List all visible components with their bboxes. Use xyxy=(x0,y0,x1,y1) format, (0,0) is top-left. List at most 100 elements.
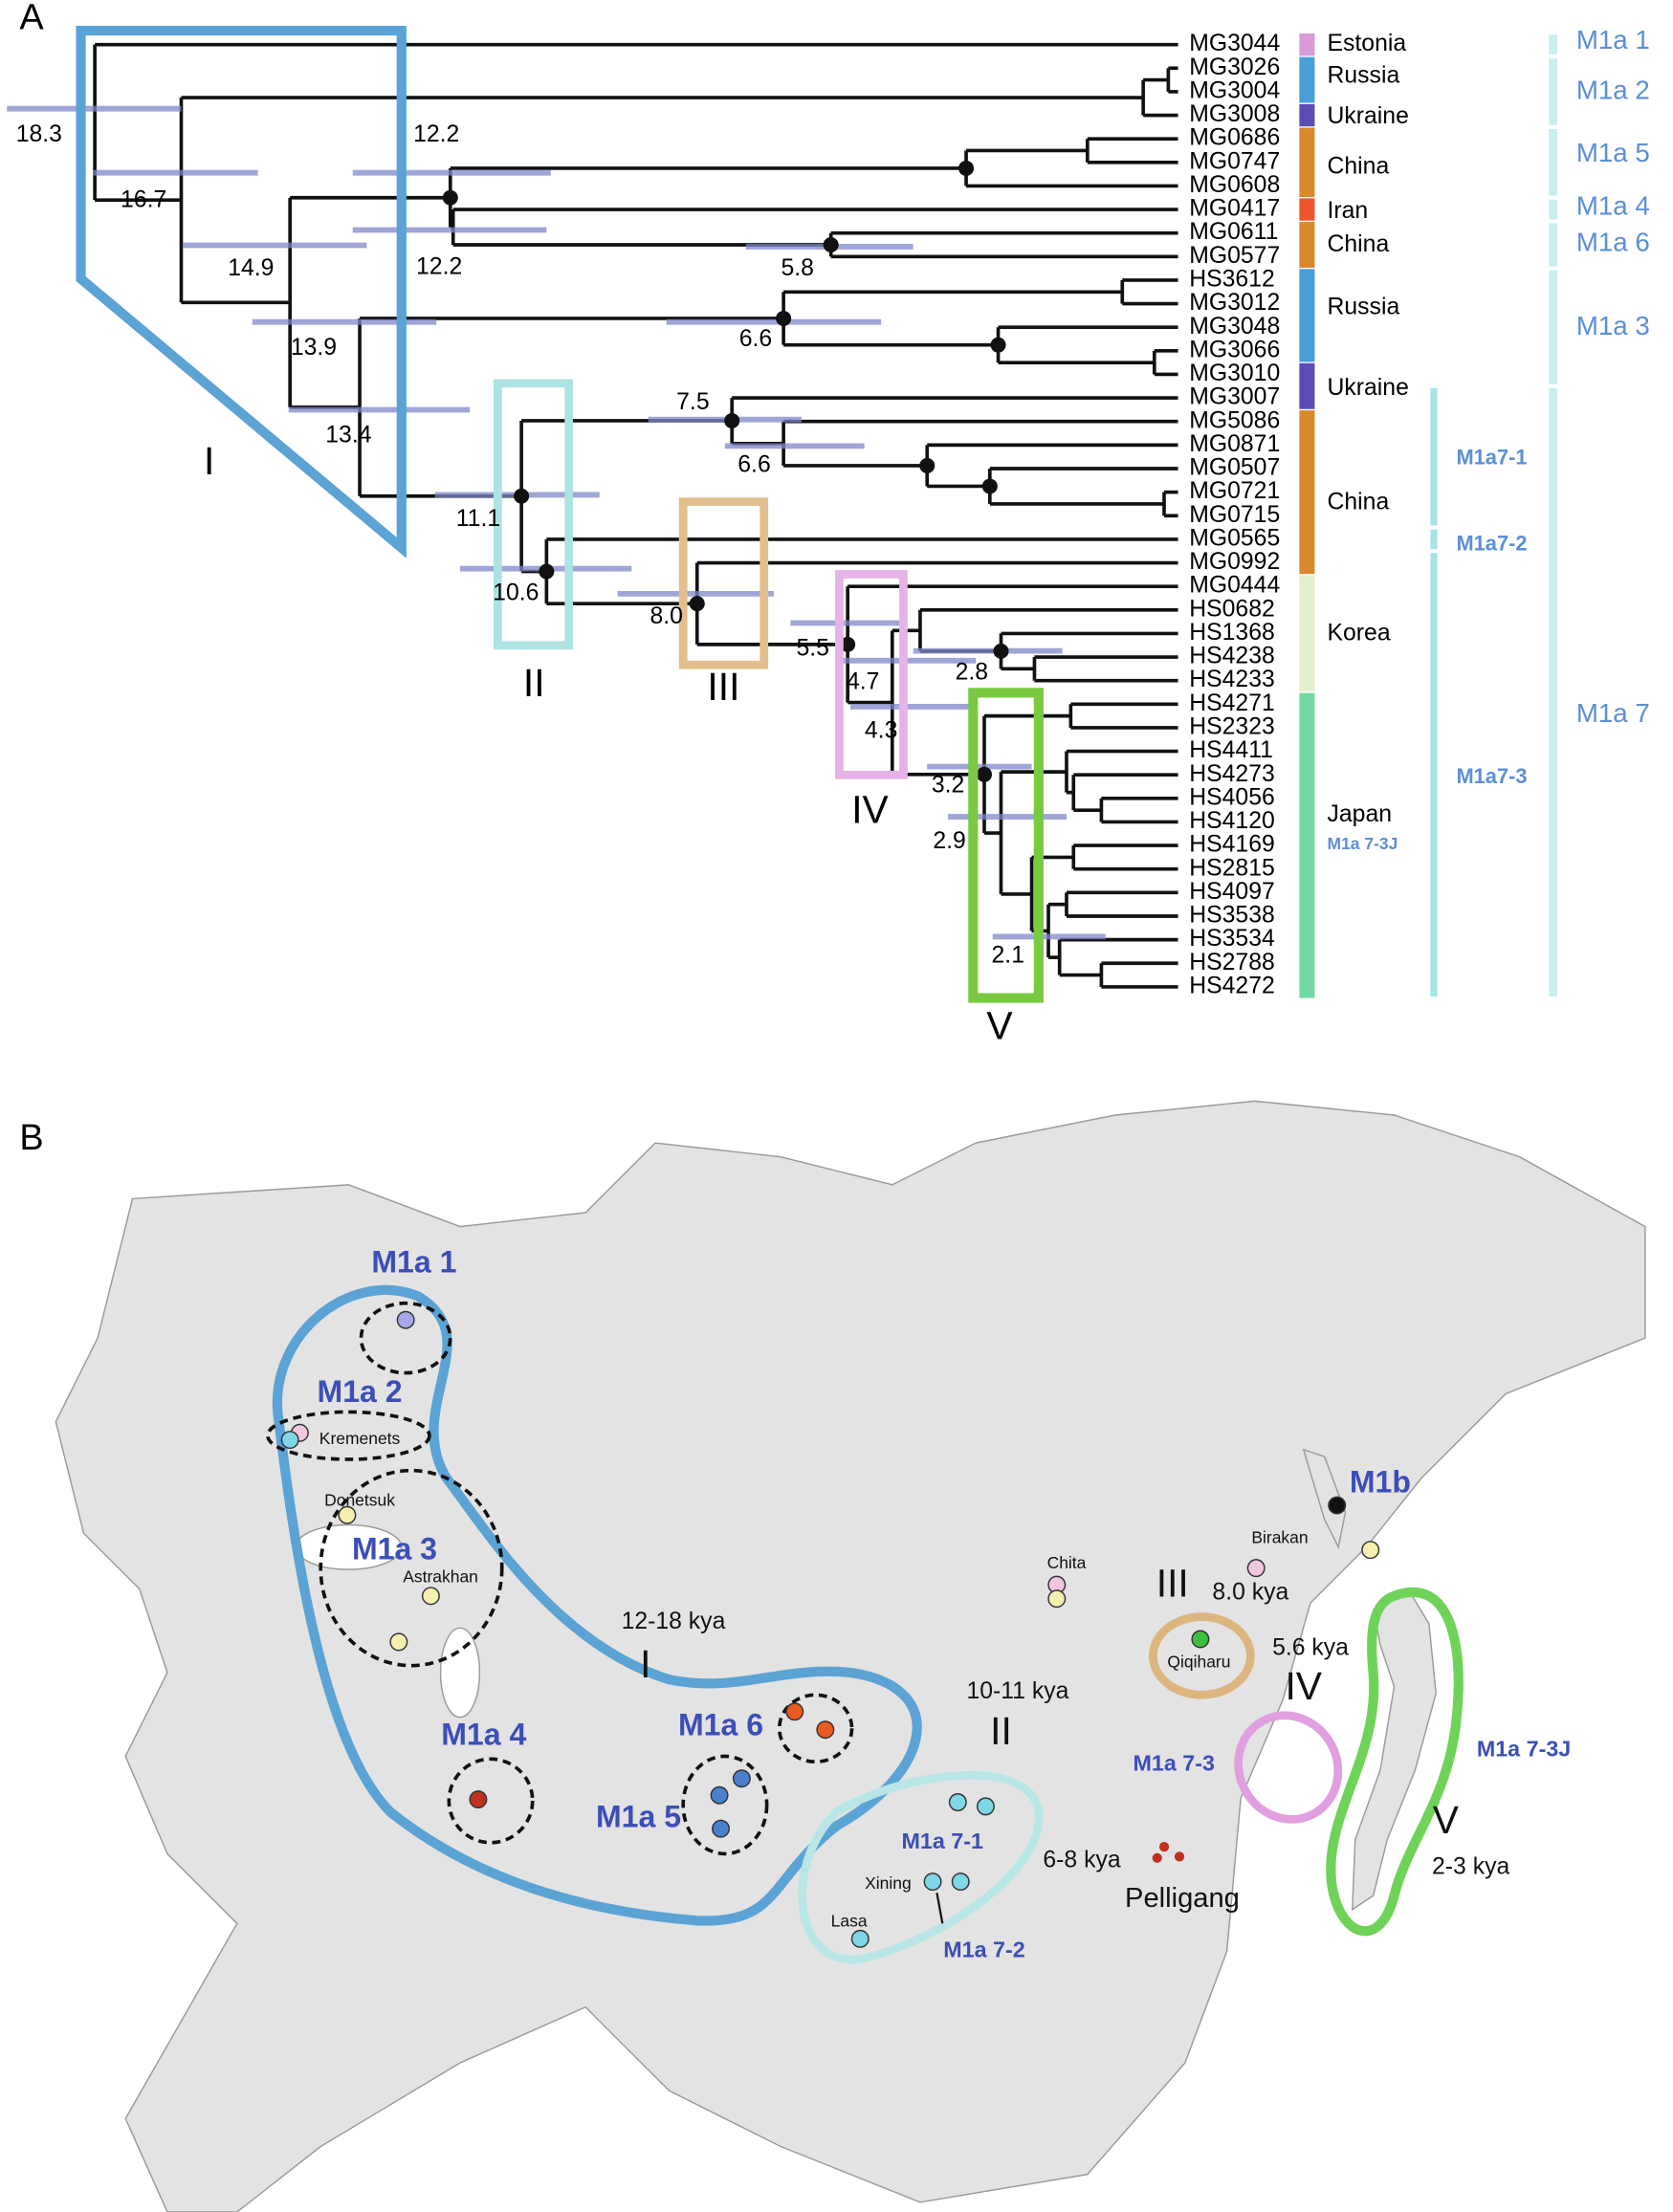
leaf-label: HS4271 xyxy=(1189,690,1275,716)
clade-bracket xyxy=(1549,223,1558,267)
leaf-label: MG0417 xyxy=(1189,196,1280,222)
node-age: 3.2 xyxy=(932,773,964,799)
leaf-label: MG0992 xyxy=(1189,549,1280,575)
map-label: M1a 4 xyxy=(441,1717,526,1751)
node-dot xyxy=(539,563,555,580)
region-outline-ii xyxy=(798,1770,1044,1964)
leaf-label: HS4056 xyxy=(1189,784,1275,810)
node-age: 6.6 xyxy=(739,326,772,352)
leaf-label: MG3012 xyxy=(1189,290,1280,316)
leaf-label: HS0682 xyxy=(1189,596,1275,622)
site-dot xyxy=(1328,1496,1347,1515)
panel-label: A xyxy=(19,0,44,37)
node-age: 5.8 xyxy=(781,255,813,281)
clade-bracket xyxy=(1549,34,1558,55)
node-age: 14.9 xyxy=(228,255,274,281)
country-bar xyxy=(1299,269,1315,362)
dashed-group xyxy=(447,1757,535,1845)
node-dot xyxy=(776,310,792,326)
clade-bracket xyxy=(1549,199,1558,220)
leaf-label: HS3534 xyxy=(1189,926,1275,952)
pointer-line xyxy=(936,1893,944,1924)
region-outline-v xyxy=(1326,1587,1464,1937)
site-dot xyxy=(816,1720,835,1740)
leaf-label: MG3007 xyxy=(1189,384,1280,410)
node-age: 16.7 xyxy=(121,186,166,212)
node-age: 4.7 xyxy=(847,669,879,695)
node-age: 7.5 xyxy=(676,389,709,415)
country-label: China xyxy=(1328,153,1390,179)
map-label: M1b xyxy=(1350,1465,1411,1500)
country-sublabel: M1a 7-3J xyxy=(1328,834,1398,853)
region-outline-iv xyxy=(1234,1711,1343,1824)
country-bar xyxy=(1299,410,1315,575)
box xyxy=(968,688,1044,1003)
leaf-label: MG0565 xyxy=(1189,525,1280,551)
caspian-sea xyxy=(439,1627,481,1719)
panel-label: B xyxy=(19,1118,43,1158)
site-dot xyxy=(948,1793,967,1811)
map-label: Donetsuk xyxy=(324,1490,395,1509)
box-label: I xyxy=(204,439,214,483)
site-dot xyxy=(1191,1630,1210,1649)
site-dot xyxy=(1174,1851,1185,1862)
clade-label: M1a 7 xyxy=(1576,698,1650,728)
map-label: I xyxy=(640,1642,650,1686)
country-label: Ukraine xyxy=(1328,375,1409,401)
map-label: M1a 7-3 xyxy=(1133,1750,1215,1775)
map-label: Kremenets xyxy=(319,1429,401,1448)
leaf-label: MG3066 xyxy=(1189,337,1280,362)
leaf-label: HS2788 xyxy=(1189,950,1275,975)
leaf-label: MG3048 xyxy=(1189,314,1280,339)
site-dot xyxy=(976,1797,995,1816)
node-dot xyxy=(823,236,839,253)
node-age: 4.3 xyxy=(865,718,897,744)
node-dot xyxy=(724,412,740,428)
node-dot xyxy=(981,478,998,494)
node-age: 13.4 xyxy=(325,423,371,449)
country-bar xyxy=(1299,33,1315,56)
leaf-label: MG3010 xyxy=(1189,361,1280,386)
leaf-label: MG3008 xyxy=(1189,101,1280,127)
leaf-label: HS4238 xyxy=(1189,644,1275,669)
clade-bracket xyxy=(1549,387,1558,997)
clade-label: M1a 6 xyxy=(1576,227,1650,256)
box xyxy=(493,379,574,650)
region-outline-iii xyxy=(1148,1612,1255,1699)
map-label: IV xyxy=(1285,1664,1322,1708)
clade-label: M1a 1 xyxy=(1576,25,1650,55)
node-age: 12.2 xyxy=(413,121,459,147)
box xyxy=(835,570,908,779)
country-label: Russia xyxy=(1328,295,1400,320)
subclade-label: M1a7-2 xyxy=(1456,532,1527,556)
map-label: Xining xyxy=(865,1873,912,1893)
country-label: China xyxy=(1328,490,1390,515)
leaf-label: MG0507 xyxy=(1189,455,1280,481)
clade-bracket xyxy=(1549,58,1558,125)
site-dot xyxy=(923,1873,942,1892)
site-dot xyxy=(850,1929,870,1948)
country-label: China xyxy=(1328,231,1390,257)
site-dot xyxy=(280,1431,299,1450)
map-label: Qiqiharu xyxy=(1167,1652,1230,1671)
site-dot xyxy=(1047,1589,1067,1609)
map-label: M1a 5 xyxy=(596,1799,681,1833)
landmass xyxy=(55,1100,1646,2212)
site-dot xyxy=(389,1632,408,1652)
map-label: 5.6 kya xyxy=(1272,1635,1349,1661)
node-age: 5.5 xyxy=(797,636,829,662)
map-label: M1a 2 xyxy=(318,1374,403,1409)
site-dot xyxy=(1158,1842,1170,1852)
node-age: 11.1 xyxy=(456,506,500,532)
map-label: M1a 7-2 xyxy=(943,1938,1025,1962)
leaf-label: MG0611 xyxy=(1189,219,1278,245)
country-label: Estonia xyxy=(1328,31,1407,56)
node-age: 18.3 xyxy=(16,121,62,147)
country-bar xyxy=(1299,575,1315,692)
leaf-label: MG0608 xyxy=(1189,172,1280,198)
node-age: 2.1 xyxy=(992,942,1024,968)
site-dot xyxy=(396,1310,415,1329)
leaf-label: MG0686 xyxy=(1189,125,1280,151)
site-dot xyxy=(710,1785,729,1805)
